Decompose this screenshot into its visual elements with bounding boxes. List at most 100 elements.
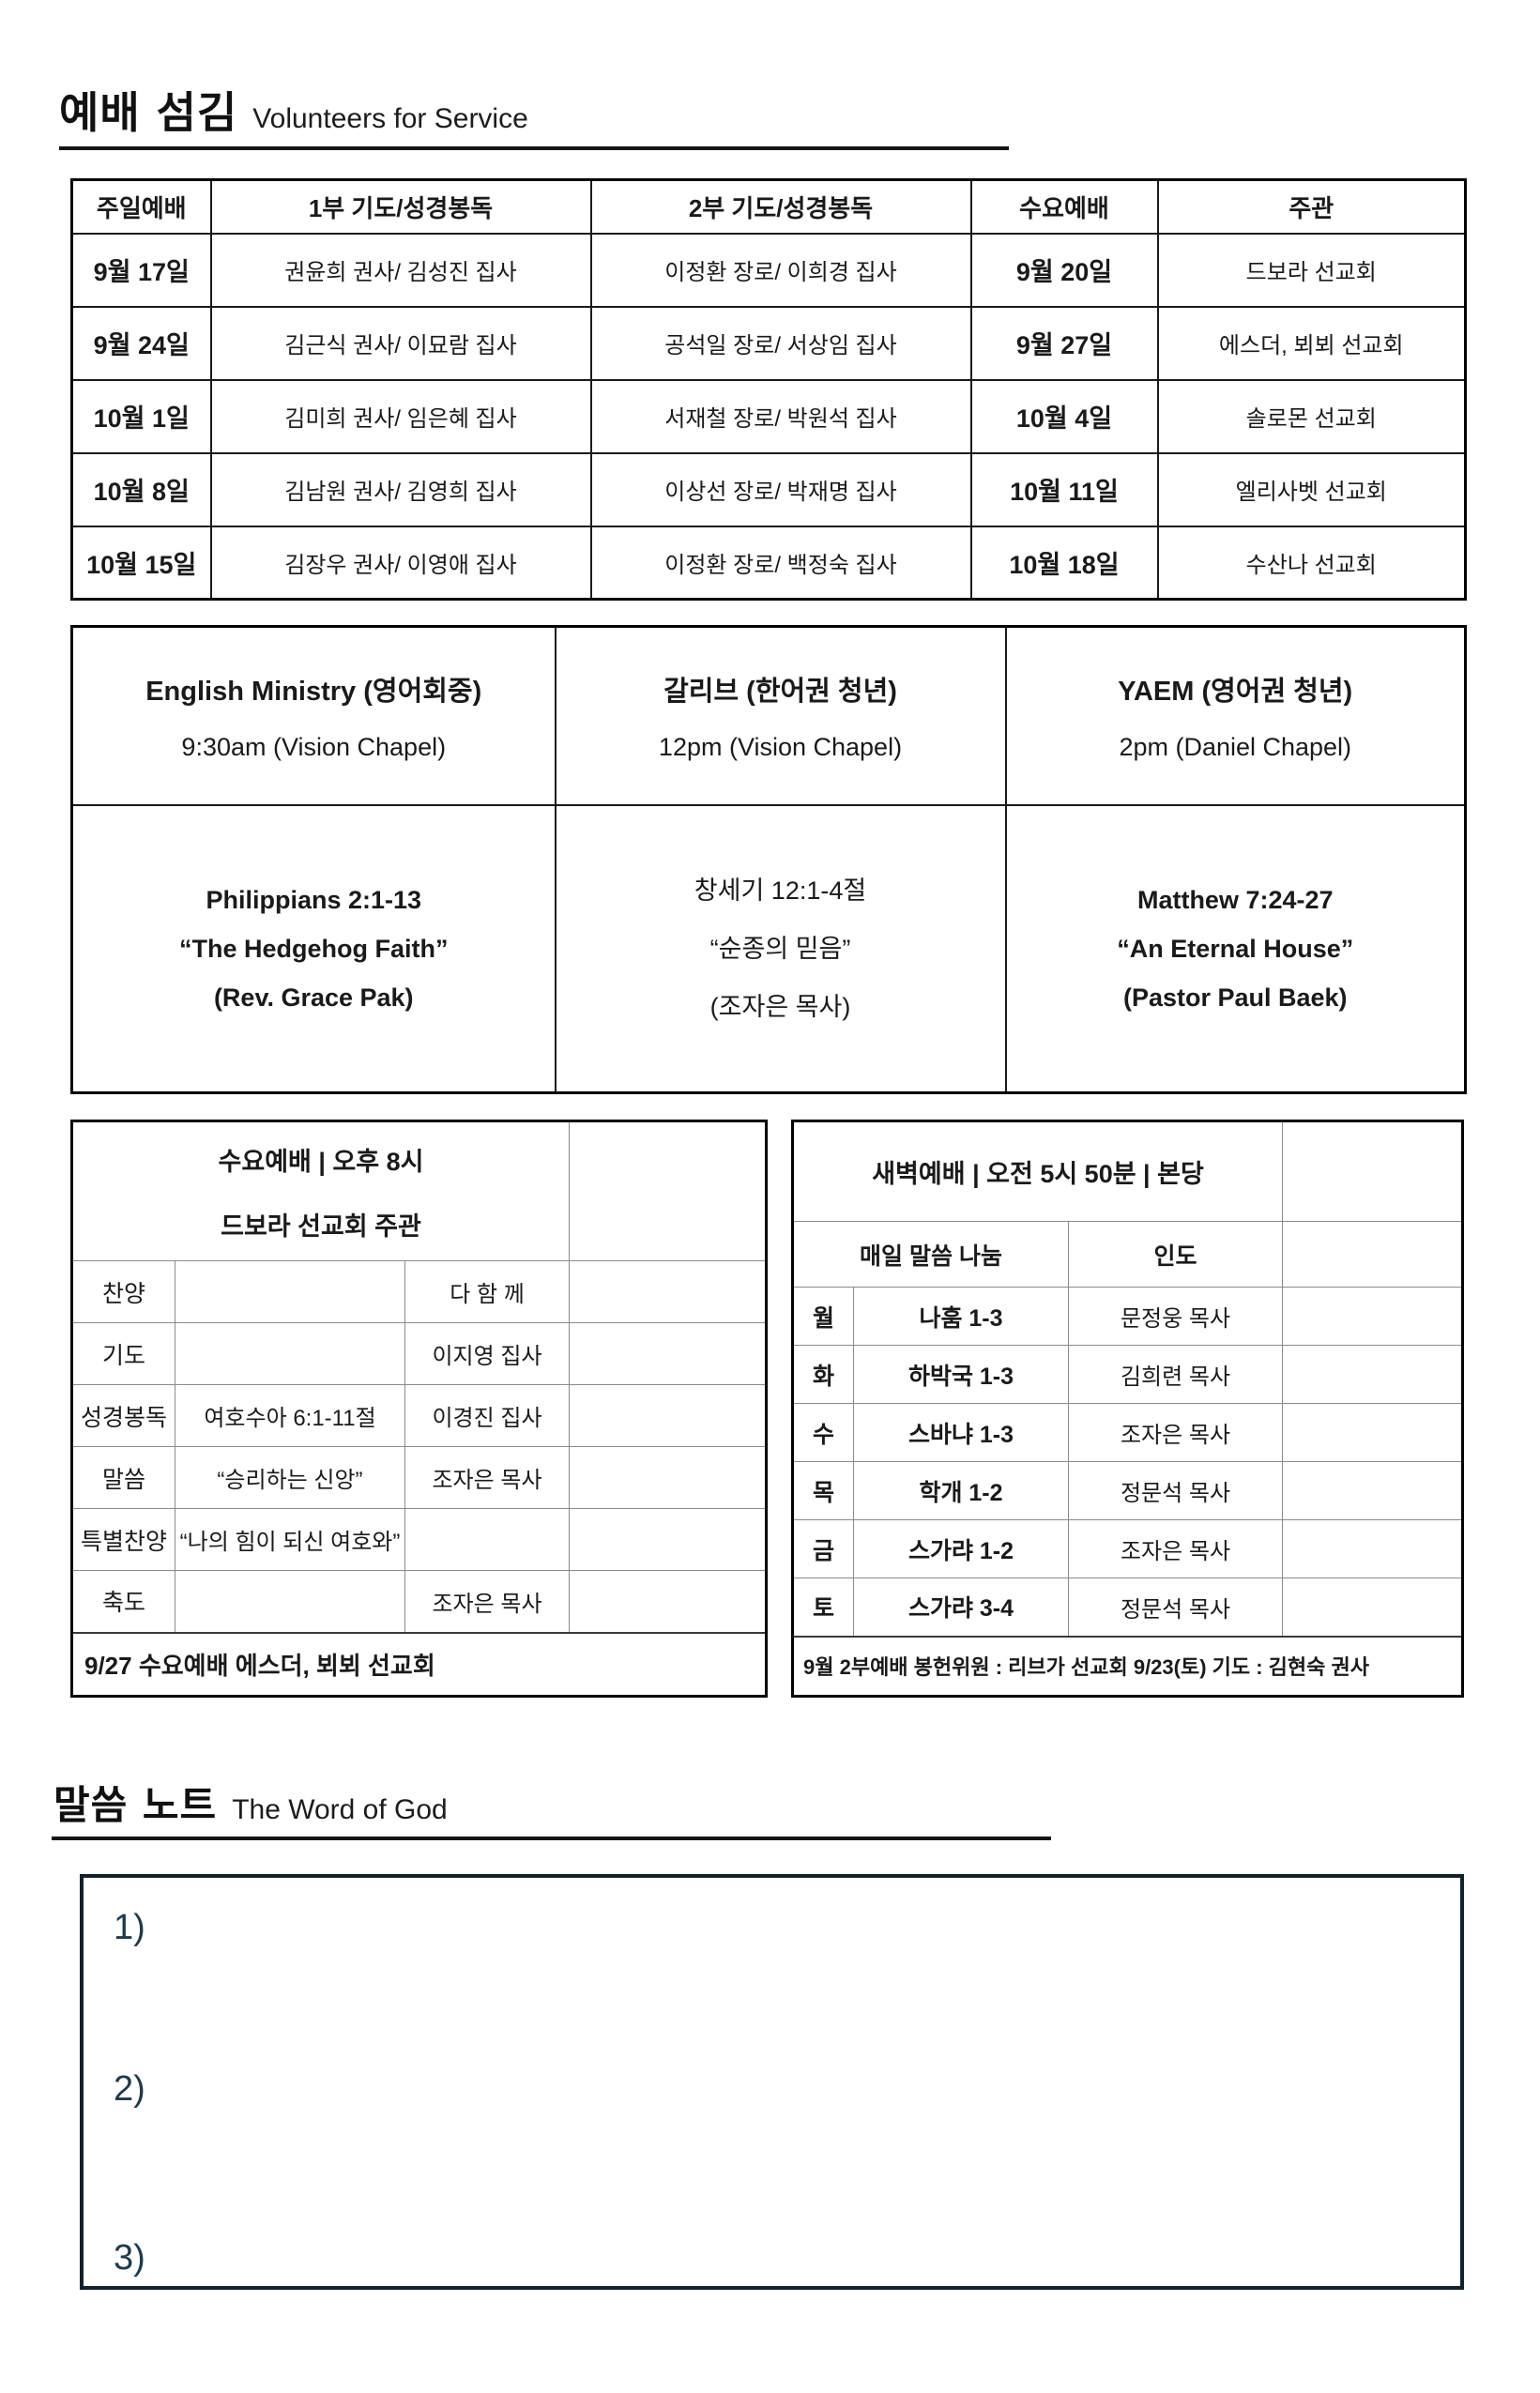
empty-cell	[1282, 1120, 1464, 1222]
sermon-preacher: (Pastor Paul Baek)	[1122, 983, 1348, 1012]
host-mission: 솔로몬 선교회	[1156, 378, 1467, 454]
second-service-volunteers: 이정환 장로/ 백정숙 집사	[589, 525, 972, 601]
volunteers-table: 주일예배 1부 기도/성경봉독 2부 기도/성경봉독 수요예배 주관 9월 17…	[70, 178, 1467, 601]
note-item-3: 3)	[114, 2238, 145, 2278]
wednesday-footer-row: 9/27 수요예배 에스더, 뵈뵈 선교회	[71, 1631, 767, 1697]
order-detail: 여호수아 6:1-11절	[175, 1384, 405, 1447]
order-person	[404, 1508, 570, 1571]
word-heading-underline	[52, 1837, 1051, 1840]
dawn-subheader-row: 매일 말씀 나눔 인도	[792, 1221, 1464, 1288]
ministry-time: 2pm (Daniel Chapel)	[1119, 733, 1352, 762]
table-row: 목 학개 1-2 정문석 목사	[792, 1461, 1464, 1520]
table-row: 축도 조자은 목사	[71, 1570, 767, 1633]
table-row: 토 스가랴 3-4 정문석 목사	[792, 1578, 1464, 1637]
sunday-date: 9월 17일	[70, 232, 212, 308]
bible-passage: 하박국 1-3	[853, 1345, 1069, 1404]
sermon-passage: Philippians 2:1-13	[206, 885, 422, 914]
order-label: 말씀	[71, 1446, 175, 1509]
order-label: 특별찬양	[71, 1508, 175, 1571]
table-row: 9월 17일 권윤희 권사/ 김성진 집사 이정환 장로/ 이희경 집사 9월 …	[70, 232, 1467, 308]
order-person: 조자은 목사	[404, 1446, 570, 1509]
empty-cell	[569, 1508, 767, 1571]
note-box: 1) 2) 3)	[80, 1874, 1464, 2290]
word-heading-english: The Word of God	[232, 1794, 448, 1825]
second-service-volunteers: 서재철 장로/ 박원석 집사	[589, 378, 972, 454]
sunday-date: 10월 15일	[70, 525, 212, 601]
table-row: 특별찬양 “나의 힘이 되신 여호와”	[71, 1508, 767, 1571]
sermon-title: “순종의 믿음”	[709, 934, 851, 963]
host-mission: 에스더, 뵈뵈 선교회	[1156, 305, 1467, 381]
leader-header: 인도	[1067, 1221, 1284, 1288]
service-section-heading: 예배 섬김 Volunteers for Service	[59, 79, 528, 141]
order-detail	[175, 1260, 405, 1323]
wednesday-date: 9월 27일	[969, 305, 1159, 381]
dawn-service-title: 새벽예배 | 오전 5시 50분 | 본당	[791, 1120, 1284, 1222]
service-leader: 조자은 목사	[1067, 1403, 1284, 1462]
wednesday-date: 9월 20일	[969, 232, 1159, 308]
empty-cell	[1282, 1403, 1464, 1462]
dawn-header-row: 새벽예배 | 오전 5시 50분 | 본당	[791, 1120, 1464, 1222]
dawn-footer-note: 9월 2부예배 봉헌위원 : 리브가 선교회 9/23(토) 기도 : 김현숙 …	[791, 1635, 1464, 1697]
service-leader: 김희련 목사	[1067, 1345, 1284, 1404]
sunday-date: 9월 24일	[70, 305, 212, 381]
wednesday-title-line1: 수요예배 | 오후 8시	[218, 1147, 424, 1176]
empty-cell	[1282, 1519, 1464, 1578]
empty-cell	[569, 1260, 767, 1323]
service-heading-korean: 예배 섬김	[59, 87, 238, 138]
service-leader: 조자은 목사	[1067, 1519, 1284, 1578]
header-first-service: 1부 기도/성경봉독	[209, 178, 592, 235]
ministry-title: English Ministry (영어회중)	[145, 677, 482, 708]
order-detail	[175, 1322, 405, 1385]
service-leader: 정문석 목사	[1067, 1578, 1284, 1637]
wednesday-date: 10월 18일	[969, 525, 1159, 601]
english-ministry-header: English Ministry (영어회중) 9:30am (Vision C…	[70, 625, 557, 806]
weekday: 월	[792, 1287, 854, 1346]
table-row: 수 스바냐 1-3 조자은 목사	[792, 1403, 1464, 1462]
galib-ministry-sermon: 창세기 12:1-4절 “순종의 믿음” (조자은 목사)	[554, 803, 1007, 1094]
ministry-title: 갈리브 (한어권 청년)	[663, 677, 897, 708]
wednesday-date: 10월 4일	[969, 378, 1159, 454]
word-heading-korean: 말씀 노트	[53, 1782, 218, 1828]
bible-passage: 스가랴 3-4	[853, 1578, 1069, 1637]
host-mission: 엘리사벳 선교회	[1156, 451, 1467, 527]
table-row: 말씀 “승리하는 신앙” 조자은 목사	[71, 1446, 767, 1509]
ministries-header-row: English Ministry (영어회중) 9:30am (Vision C…	[70, 625, 1467, 806]
header-second-service: 2부 기도/성경봉독	[589, 178, 972, 235]
table-row: 금 스가랴 1-2 조자은 목사	[792, 1519, 1464, 1578]
table-row: 10월 15일 김장우 권사/ 이영애 집사 이정환 장로/ 백정숙 집사 10…	[70, 525, 1467, 601]
wednesday-service-table: 수요예배 | 오후 8시 드보라 선교회 주관 찬양 다 함 께 기도 이지영 …	[70, 1120, 768, 1698]
note-item-2: 2)	[114, 2069, 145, 2109]
empty-cell	[1282, 1578, 1464, 1637]
order-label: 성경봉독	[71, 1384, 175, 1447]
english-ministry-sermon: Philippians 2:1-13 “The Hedgehog Faith” …	[70, 803, 557, 1094]
ministries-sermon-row: Philippians 2:1-13 “The Hedgehog Faith” …	[70, 803, 1467, 1094]
empty-cell	[1282, 1287, 1464, 1346]
first-service-volunteers: 김장우 권사/ 이영애 집사	[209, 525, 592, 601]
weekday: 수	[792, 1403, 854, 1462]
first-service-volunteers: 권윤희 권사/ 김성진 집사	[209, 232, 592, 308]
daily-word-header: 매일 말씀 나눔	[792, 1221, 1069, 1288]
sermon-preacher: (Rev. Grace Pak)	[213, 983, 414, 1012]
table-row: 10월 8일 김남원 권사/ 김영희 집사 이상선 장로/ 박재명 집사 10월…	[70, 451, 1467, 527]
order-person: 이경진 집사	[404, 1384, 570, 1447]
wednesday-header-row: 수요예배 | 오후 8시 드보라 선교회 주관	[71, 1120, 767, 1261]
bible-passage: 스바냐 1-3	[853, 1403, 1069, 1462]
order-label: 기도	[71, 1322, 175, 1385]
weekday: 금	[792, 1519, 854, 1578]
host-mission: 수산나 선교회	[1156, 525, 1467, 601]
empty-cell	[569, 1322, 767, 1385]
header-host: 주관	[1156, 178, 1467, 235]
wednesday-footer-note: 9/27 수요예배 에스더, 뵈뵈 선교회	[71, 1631, 767, 1697]
ministry-title: YAEM (영어권 청년)	[1118, 677, 1353, 708]
sermon-title: “The Hedgehog Faith”	[179, 934, 449, 963]
table-row: 기도 이지영 집사	[71, 1322, 767, 1385]
service-leader: 문정웅 목사	[1067, 1287, 1284, 1346]
second-service-volunteers: 이상선 장로/ 박재명 집사	[589, 451, 972, 527]
table-row: 찬양 다 함 께	[71, 1260, 767, 1323]
table-row: 월 나훔 1-3 문정웅 목사	[792, 1287, 1464, 1346]
sunday-date: 10월 1일	[70, 378, 212, 454]
header-sunday: 주일예배	[70, 178, 212, 235]
dawn-footer-row: 9월 2부예배 봉헌위원 : 리브가 선교회 9/23(토) 기도 : 김현숙 …	[791, 1635, 1464, 1697]
order-person: 이지영 집사	[404, 1322, 570, 1385]
order-person: 조자은 목사	[404, 1570, 570, 1633]
